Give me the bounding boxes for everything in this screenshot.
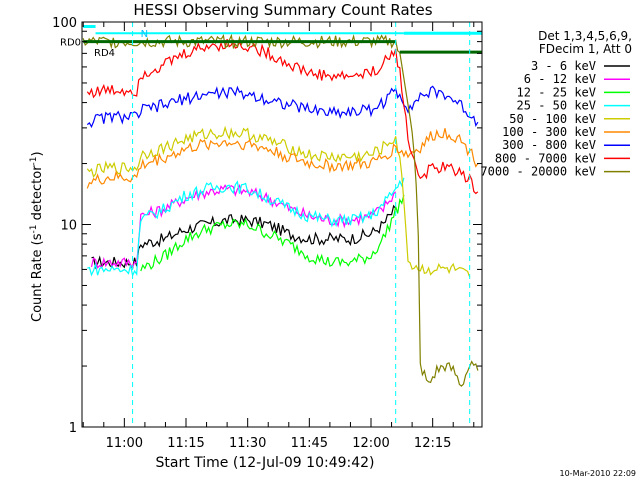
x-tick-label: 12:00 [352, 436, 389, 451]
series-line-7 [86, 85, 479, 129]
series-line-2 [90, 183, 397, 269]
x-tick-label: 12:15 [414, 436, 451, 451]
y-axis-label: Count Rate (s-1 detector-1) [29, 151, 45, 322]
legend-entry-label: 100 - 300 keV [502, 125, 596, 139]
y-tick-label: 100 [52, 16, 77, 31]
y-tick-label: 10 [60, 219, 77, 234]
x-axis-label: Start Time (12-Jul-09 10:49:42) [155, 455, 374, 471]
axis-layer: 11:00 11:15 11:30 11:45 12:00 12:15 1 10 100 [52, 16, 482, 451]
series-line-8 [86, 38, 479, 195]
legend-entry-label: 25 - 50 keV [517, 99, 596, 113]
series-line-1 [91, 204, 397, 270]
x-tick-label: 11:00 [106, 436, 143, 451]
overlay-layer: RD0 RD4 N [60, 22, 482, 427]
y-tick-label: 1 [69, 421, 77, 436]
legend-entry-label: 12 - 25 keV [517, 85, 596, 99]
annotation-label: RD0 [60, 38, 81, 49]
x-tick-label: 11:45 [291, 436, 328, 451]
legend-header-line-2: FDecim 1, Att 0 [539, 42, 632, 56]
legend-entry-label: 50 - 100 keV [509, 112, 596, 126]
series-line-5 [86, 125, 471, 278]
chart-title: HESSI Observing Summary Count Rates [133, 1, 432, 19]
plot-frame [81, 21, 483, 428]
legend-entry-label: 6 - 12 keV [524, 72, 596, 86]
series-layer [82, 33, 479, 387]
x-tick-label: 11:15 [167, 436, 204, 451]
series-line-6 [86, 128, 479, 189]
x-tick-label: 11:30 [229, 436, 266, 451]
legend-entry-label: 3 - 6 keV [531, 59, 596, 73]
annotation-label: N [141, 29, 148, 40]
legend-entry-label: 7000 - 20000 keV [480, 165, 596, 179]
series-line-4 [87, 177, 405, 278]
legend: Det 1,3,4,5,6,9, FDecim 1, Att 0 3 - 6 k… [480, 29, 632, 179]
series-line-3 [140, 194, 405, 272]
legend-entry-label: 300 - 800 keV [502, 138, 596, 152]
annotation-label: RD4 [94, 48, 115, 59]
generated-timestamp: 10-Mar-2010 22:09 [560, 469, 637, 478]
legend-header-line-1: Det 1,3,4,5,6,9, [538, 29, 632, 43]
series-line-9 [82, 33, 479, 387]
legend-entry-label: 800 - 7000 keV [495, 151, 596, 165]
